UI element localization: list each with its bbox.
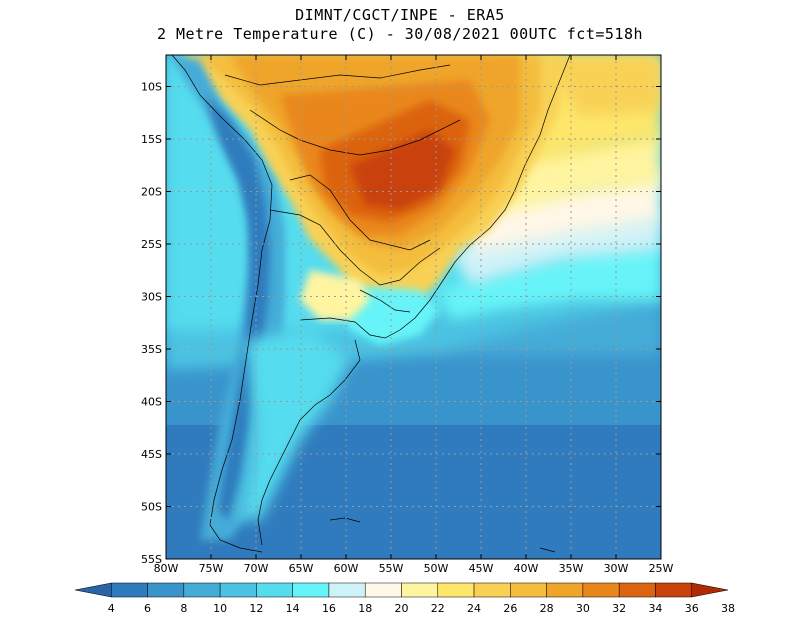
lat-tick-label: 20S <box>141 186 162 199</box>
temperature-field <box>166 55 661 559</box>
colorbar-label: 20 <box>395 602 409 615</box>
lat-tick-label: 30S <box>141 291 162 304</box>
colorbar-segment <box>546 582 584 598</box>
colorbar-segment <box>74 582 112 598</box>
title-line-2: 2 Metre Temperature (C) - 30/08/2021 00U… <box>156 25 644 43</box>
lon-tick-label: 55W <box>379 562 404 575</box>
lon-tick-label: 35W <box>559 562 584 575</box>
colorbar-label: 12 <box>249 602 263 615</box>
colorbar-label: 6 <box>144 602 151 615</box>
colorbar-segment <box>219 582 257 598</box>
colorbar-segment <box>437 582 475 598</box>
colorbar-label: 10 <box>213 602 227 615</box>
lon-tick-label: 25W <box>649 562 674 575</box>
lon-tick-label: 80W <box>154 562 179 575</box>
colorbar-label: 26 <box>503 602 517 615</box>
colorbar-segment <box>111 582 148 598</box>
lon-tick-label: 40W <box>514 562 539 575</box>
colorbar-segment <box>364 582 402 598</box>
colorbar-label: 4 <box>108 602 115 615</box>
lon-tick-label: 45W <box>469 562 494 575</box>
lat-tick-label: 40S <box>141 396 162 409</box>
lon-tick-label: 75W <box>199 562 224 575</box>
colorbar-segment <box>183 582 221 598</box>
lon-tick-label: 30W <box>604 562 629 575</box>
coastlines <box>171 55 571 553</box>
colorbar-label: 32 <box>612 602 626 615</box>
lat-tick-label: 25S <box>141 238 162 251</box>
colorbar-label: 16 <box>322 602 336 615</box>
colorbar-segment <box>582 582 620 598</box>
colorbar-label: 24 <box>467 602 481 615</box>
lon-tick-label: 65W <box>289 562 314 575</box>
colorbar-label: 28 <box>540 602 554 615</box>
colorbar-segment <box>618 582 656 598</box>
lat-tick-label: 15S <box>141 133 162 146</box>
lat-tick-label: 55S <box>141 553 162 566</box>
lat-tick-label: 35S <box>141 343 162 356</box>
colorbar-segment <box>292 582 330 598</box>
colorbar: 4 6 8 10 12 14 16 18 20 22 24 26 28 30 32 34 36 38 <box>74 582 735 615</box>
colorbar-segment <box>510 582 547 598</box>
colorbar-label: 34 <box>648 602 662 615</box>
lon-tick-label: 50W <box>424 562 449 575</box>
colorbar-label: 18 <box>358 602 372 615</box>
lon-tick-label: 70W <box>244 562 269 575</box>
colorbar-label: 14 <box>286 602 300 615</box>
lat-tick-label: 10S <box>141 81 162 94</box>
colorbar-segment <box>401 582 439 598</box>
colorbar-segment <box>256 582 293 598</box>
gridlines <box>166 55 661 559</box>
colorbar-label: 36 <box>685 602 699 615</box>
lat-tick-label: 50S <box>141 501 162 514</box>
colorbar-segment <box>655 582 692 598</box>
colorbar-label: 30 <box>576 602 590 615</box>
map-frame <box>165 54 662 560</box>
colorbar-segment <box>691 582 729 598</box>
colorbar-segment <box>473 582 511 598</box>
lon-tick-label: 60W <box>334 562 359 575</box>
colorbar-segment <box>328 582 366 598</box>
colorbar-label: 8 <box>180 602 187 615</box>
title-line-1: DIMNT/CGCT/INPE - ERA5 <box>295 6 505 24</box>
colorbar-label: 38 <box>721 602 735 615</box>
colorbar-segment <box>147 582 185 598</box>
colorbar-label: 22 <box>431 602 445 615</box>
lat-tick-label: 45S <box>141 448 162 461</box>
